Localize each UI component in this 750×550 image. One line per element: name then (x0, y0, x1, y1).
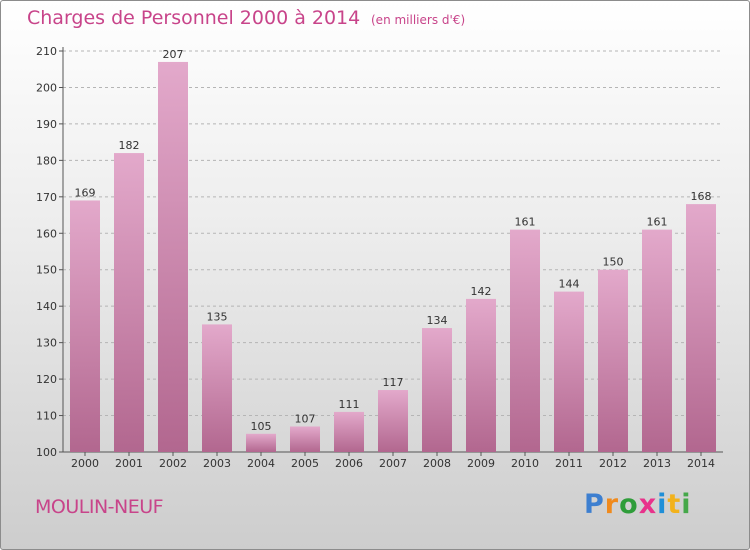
bar (290, 426, 320, 452)
bar (510, 229, 540, 452)
bar-value-label: 169 (75, 186, 96, 199)
y-tick-label: 100 (36, 446, 57, 459)
bar-value-label: 182 (119, 139, 140, 152)
x-tick-label: 2000 (71, 457, 99, 470)
y-tick-label: 140 (36, 300, 57, 313)
bar-value-label: 144 (559, 278, 580, 291)
x-tick-label: 2013 (643, 457, 671, 470)
x-tick-label: 2011 (555, 457, 583, 470)
x-tick-label: 2012 (599, 457, 627, 470)
bar (466, 298, 496, 452)
logo-letter: o (619, 489, 639, 520)
y-tick-label: 150 (36, 264, 57, 277)
bars (70, 61, 716, 452)
x-tick-label: 2007 (379, 457, 407, 470)
y-tick-label: 190 (36, 118, 57, 131)
bar (554, 291, 584, 452)
bar-value-label: 150 (603, 256, 624, 269)
logo-letter: P (584, 489, 605, 520)
y-tick-label: 170 (36, 191, 57, 204)
logo-letter: r (604, 489, 620, 520)
chart-subtitle: (en milliers d'€) (371, 13, 466, 27)
y-tick-label: 200 (36, 81, 57, 94)
bar-value-label: 161 (647, 216, 668, 229)
bar-value-label: 117 (383, 376, 404, 389)
x-tick-label: 2008 (423, 457, 451, 470)
bar-value-label: 107 (295, 412, 316, 425)
tick-labels: 100 110 120 130 140 150 160 170 180 190 200 210 2000… (36, 45, 715, 470)
x-tick-label: 2006 (335, 457, 363, 470)
bar (642, 229, 672, 452)
bar (70, 200, 100, 452)
y-tick-label: 120 (36, 373, 57, 386)
y-tick-label: 210 (36, 45, 57, 58)
y-tick-label: 110 (36, 410, 57, 423)
bar-value-label: 168 (691, 190, 712, 203)
bar (422, 328, 452, 452)
bar-value-label: 142 (471, 285, 492, 298)
bar (378, 390, 408, 452)
y-tick-label: 160 (36, 227, 57, 240)
y-tick-label: 130 (36, 337, 57, 350)
bar (686, 204, 716, 452)
x-tick-label: 2002 (159, 457, 187, 470)
x-tick-label: 2010 (511, 457, 539, 470)
bar (598, 269, 628, 452)
bar-value-label: 105 (251, 420, 272, 433)
bar (334, 411, 364, 452)
logo-letter: i (657, 489, 668, 520)
logo-letter: i (681, 489, 692, 520)
bar (158, 61, 188, 452)
bar-value-label: 161 (515, 216, 536, 229)
logo-letter: x (638, 489, 658, 520)
bar-value-label: 207 (163, 48, 184, 61)
place-name: MOULIN-NEUF (35, 496, 164, 518)
x-tick-label: 2009 (467, 457, 495, 470)
x-tick-label: 2004 (247, 457, 275, 470)
proxiti-logo: Proxiti (584, 489, 692, 520)
x-tick-label: 2014 (687, 457, 715, 470)
bar (202, 324, 232, 452)
bar (114, 153, 144, 452)
x-tick-label: 2001 (115, 457, 143, 470)
logo-letter: t (667, 489, 682, 520)
data-labels: 169 182 207 135 105 107 111 117 134 142 161 144 150 1… (75, 48, 712, 433)
chart-title: Charges de Personnel 2000 à 2014 (27, 7, 361, 29)
y-tick-label: 180 (36, 154, 57, 167)
bar (246, 433, 276, 452)
bar-value-label: 134 (427, 314, 448, 327)
x-tick-label: 2003 (203, 457, 231, 470)
x-tick-label: 2005 (291, 457, 319, 470)
bar-value-label: 111 (339, 398, 360, 411)
bar-value-label: 135 (207, 310, 228, 323)
